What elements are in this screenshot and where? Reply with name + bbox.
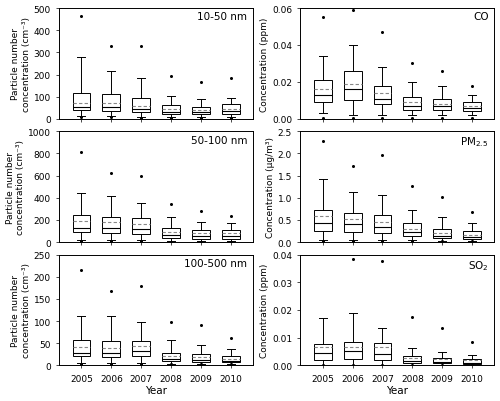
Bar (162, 228, 180, 239)
Bar (222, 356, 240, 362)
Bar (72, 215, 90, 233)
Bar (374, 215, 392, 234)
Bar (132, 341, 150, 356)
Bar (404, 224, 421, 237)
Y-axis label: Particle number
concentration (cm⁻³): Particle number concentration (cm⁻³) (12, 17, 30, 111)
Y-axis label: Concentration (ppm): Concentration (ppm) (260, 17, 269, 111)
Bar (102, 218, 120, 234)
Bar (72, 94, 90, 111)
Text: 50-100 nm: 50-100 nm (191, 135, 248, 145)
Bar (162, 106, 180, 115)
Y-axis label: Particle number
concentration (cm⁻³): Particle number concentration (cm⁻³) (6, 140, 25, 235)
Y-axis label: Particle number
concentration (cm⁻³): Particle number concentration (cm⁻³) (12, 263, 30, 358)
Text: 10-50 nm: 10-50 nm (198, 12, 248, 22)
Bar (192, 107, 210, 115)
Bar (404, 97, 421, 110)
Bar (433, 358, 451, 363)
Bar (374, 86, 392, 105)
Bar (102, 95, 120, 112)
Bar (344, 214, 361, 233)
Text: PM$_{2.5}$: PM$_{2.5}$ (460, 135, 488, 149)
Bar (72, 340, 90, 356)
Bar (404, 356, 421, 363)
Text: CO: CO (473, 12, 488, 22)
Y-axis label: Concentration (μg/m³): Concentration (μg/m³) (266, 137, 275, 238)
Bar (463, 231, 481, 239)
Bar (314, 81, 332, 103)
Bar (162, 353, 180, 361)
Bar (314, 211, 332, 231)
Bar (433, 229, 451, 239)
Bar (132, 219, 150, 234)
Bar (463, 103, 481, 112)
Bar (192, 230, 210, 239)
Bar (374, 343, 392, 360)
Bar (222, 230, 240, 239)
Bar (433, 99, 451, 110)
Bar (344, 72, 361, 101)
Y-axis label: Concentration (ppm): Concentration (ppm) (260, 263, 269, 357)
Bar (344, 342, 361, 359)
Text: SO$_2$: SO$_2$ (468, 258, 488, 272)
Bar (192, 354, 210, 362)
Bar (102, 341, 120, 357)
X-axis label: Year: Year (386, 385, 408, 395)
Bar (222, 105, 240, 115)
X-axis label: Year: Year (145, 385, 167, 395)
Bar (314, 344, 332, 360)
Text: 100-500 nm: 100-500 nm (184, 258, 248, 268)
Bar (132, 99, 150, 113)
Bar (463, 359, 481, 364)
